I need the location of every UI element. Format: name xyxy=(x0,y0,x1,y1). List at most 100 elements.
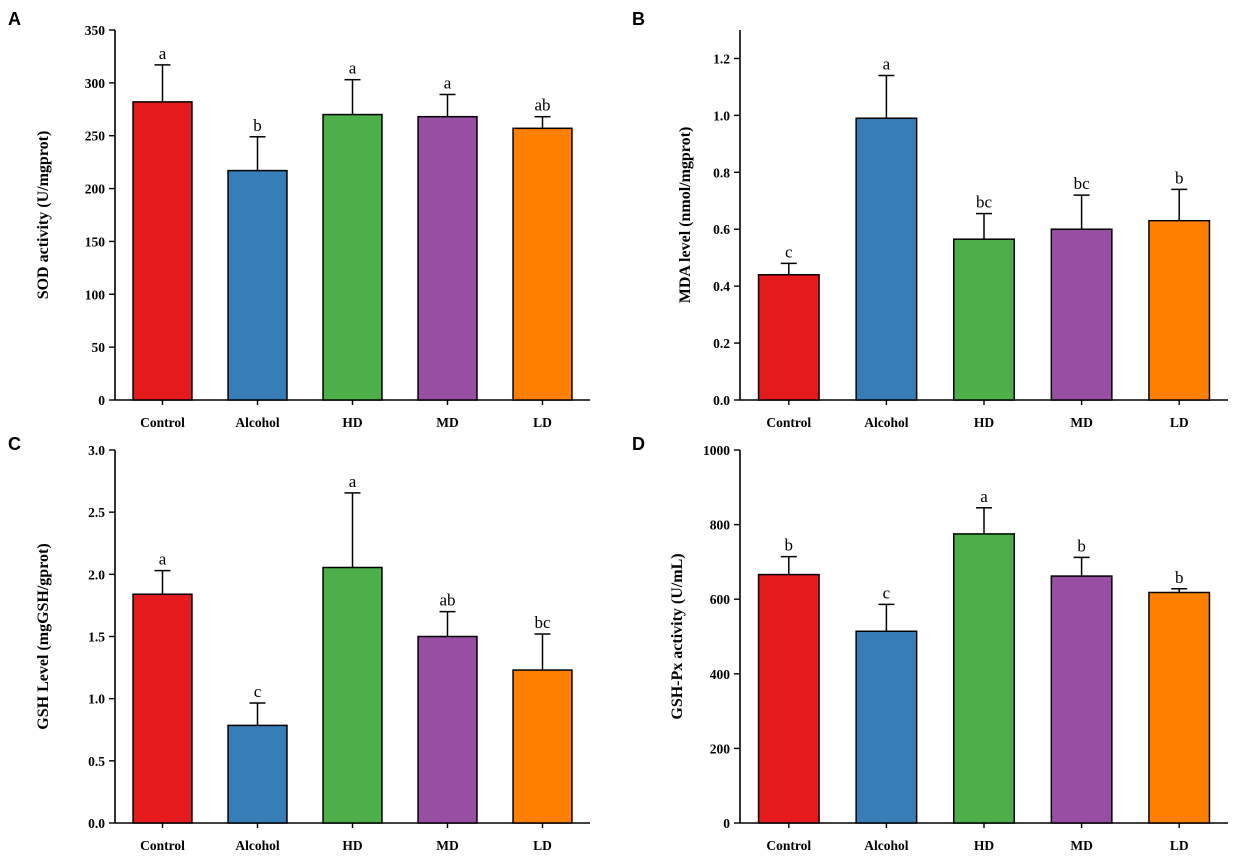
significance-label: bc xyxy=(1074,174,1091,193)
y-tick-label: 0.0 xyxy=(713,393,730,408)
y-tick-label: 350 xyxy=(85,23,106,38)
x-tick-label: HD xyxy=(974,415,995,430)
significance-label: a xyxy=(883,55,891,74)
significance-label: b xyxy=(785,536,794,555)
significance-label: b xyxy=(1175,568,1184,587)
y-tick-label: 250 xyxy=(85,129,106,144)
bar-hd xyxy=(952,238,1016,401)
y-tick-label: 600 xyxy=(710,592,731,607)
x-tick-label: Control xyxy=(140,838,185,853)
significance-label: b xyxy=(253,116,262,135)
y-tick-label: 3.0 xyxy=(88,443,105,458)
y-tick-label: 0.4 xyxy=(713,279,730,294)
x-tick-label: MD xyxy=(436,838,459,853)
significance-label: c xyxy=(254,682,262,701)
significance-label: b xyxy=(1175,168,1184,187)
bar-md xyxy=(417,635,478,824)
bar-hd xyxy=(952,533,1016,824)
y-tick-label: 0.0 xyxy=(88,816,105,831)
y-tick-label: 1.0 xyxy=(88,692,105,707)
x-tick-label: LD xyxy=(1170,415,1189,430)
bar-md xyxy=(1050,228,1113,401)
x-tick-label: LD xyxy=(533,415,552,430)
significance-label: a xyxy=(349,59,357,78)
y-tick-label: 200 xyxy=(710,741,731,756)
significance-label: c xyxy=(785,242,793,261)
panel-letter: A xyxy=(8,9,21,29)
y-tick-label: 1000 xyxy=(703,443,730,458)
x-tick-label: Alcohol xyxy=(864,838,909,853)
bar-control xyxy=(132,593,193,824)
x-tick-label: MD xyxy=(1070,838,1093,853)
x-tick-label: HD xyxy=(342,838,363,853)
y-axis-title: SOD activity (U/mgprot) xyxy=(35,131,52,300)
panel-letter: C xyxy=(8,434,21,454)
bar-alcohol xyxy=(855,630,918,824)
significance-label: c xyxy=(883,583,891,602)
bar-hd xyxy=(322,113,383,401)
y-tick-label: 300 xyxy=(85,76,106,91)
significance-label: a xyxy=(980,487,988,506)
x-tick-label: LD xyxy=(1170,838,1189,853)
bar-ld xyxy=(1148,591,1211,824)
x-tick-label: MD xyxy=(436,415,459,430)
y-axis-title: GSH-Px activity (U/mL) xyxy=(669,553,686,719)
y-tick-label: 2.0 xyxy=(88,567,105,582)
x-tick-label: Control xyxy=(140,415,185,430)
significance-label: ab xyxy=(534,96,550,115)
y-axis-title: MDA level (nmol/mgprot) xyxy=(677,127,694,304)
y-tick-label: 100 xyxy=(85,287,106,302)
x-tick-label: MD xyxy=(1070,415,1093,430)
chart-panel-d: D 0 200 400 600 800 1000 GSH-Px activity (U/mL)… xyxy=(632,434,1228,853)
y-tick-label: 0.8 xyxy=(713,165,730,180)
y-tick-label: 0.6 xyxy=(713,222,730,237)
bar-md xyxy=(1050,575,1113,824)
significance-label: ab xyxy=(439,591,455,610)
bar-ld xyxy=(1148,219,1211,401)
y-tick-label: 0.5 xyxy=(88,754,105,769)
significance-label: a xyxy=(159,550,167,569)
y-tick-label: 50 xyxy=(92,340,106,355)
panel-letter: D xyxy=(632,434,645,454)
x-tick-label: Alcohol xyxy=(235,415,280,430)
x-tick-label: LD xyxy=(533,838,552,853)
bar-ld xyxy=(512,669,573,824)
y-tick-label: 400 xyxy=(710,667,731,682)
x-tick-label: Alcohol xyxy=(235,838,280,853)
significance-label: a xyxy=(159,44,167,63)
y-tick-label: 200 xyxy=(85,182,106,197)
bar-alcohol xyxy=(227,169,288,401)
x-tick-label: HD xyxy=(342,415,363,430)
chart-panel-a: A 0 50 100 150 200 250 300 350 SOD activity (U/mg… xyxy=(8,9,590,430)
y-tick-label: 0.2 xyxy=(713,336,730,351)
x-tick-label: Control xyxy=(766,838,811,853)
significance-label: a xyxy=(349,472,357,491)
y-axis-title: GSH Level (mgGSH/gprot) xyxy=(35,543,52,729)
bar-alcohol xyxy=(227,724,288,824)
x-tick-label: Control xyxy=(766,415,811,430)
bar-hd xyxy=(322,566,383,824)
bar-control xyxy=(132,101,193,401)
bar-alcohol xyxy=(855,117,918,401)
bar-ld xyxy=(512,127,573,401)
x-tick-label: Alcohol xyxy=(864,415,909,430)
chart-panel-c: C 0.0 0.5 1.0 1.5 2.0 2.5 3.0 GSH Level (mgGSH/g… xyxy=(8,434,590,853)
bar-control xyxy=(757,274,820,401)
bar-control xyxy=(757,573,820,824)
y-tick-label: 800 xyxy=(710,518,731,533)
y-tick-label: 0 xyxy=(723,816,730,831)
panel-letter: B xyxy=(632,9,645,29)
y-tick-label: 1.2 xyxy=(713,51,730,66)
x-tick-label: HD xyxy=(974,838,995,853)
significance-label: bc xyxy=(534,613,551,632)
significance-label: b xyxy=(1077,536,1086,555)
y-tick-label: 0 xyxy=(98,393,105,408)
y-tick-label: 1.0 xyxy=(713,108,730,123)
significance-label: bc xyxy=(976,193,993,212)
y-tick-label: 1.5 xyxy=(88,630,105,645)
y-tick-label: 150 xyxy=(85,234,106,249)
y-tick-label: 2.5 xyxy=(88,505,105,520)
bar-md xyxy=(417,115,478,401)
significance-label: a xyxy=(444,73,452,92)
